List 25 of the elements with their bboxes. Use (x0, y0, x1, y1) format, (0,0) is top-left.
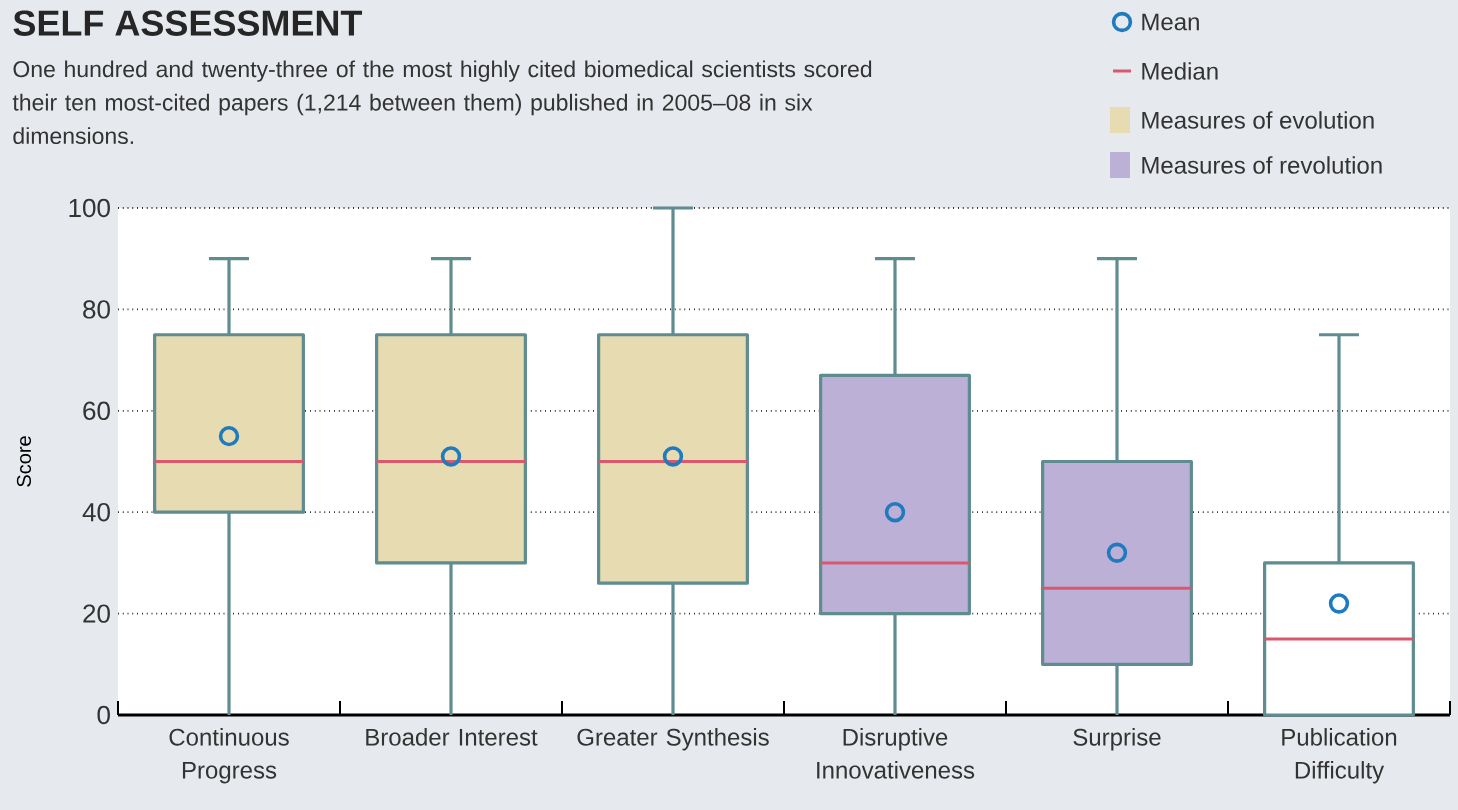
legend-label: Measures of revolution (1142, 156, 1382, 174)
y-tick-label: 60 (83, 401, 110, 420)
y-tick-label: 40 (82, 502, 110, 522)
text: Median (1142, 62, 1218, 80)
point (1328, 593, 1350, 614)
chart-subtitle: One hundred and twenty-three of the most highly cited biomedical scientists scored their ten most-cited papers (1,214 between them) published in 2005–08 in six dimensions. (12, 60, 872, 145)
point (884, 502, 906, 523)
point (440, 446, 462, 467)
point (1106, 542, 1128, 563)
point (662, 446, 684, 467)
y-tick-label: 0 (97, 705, 110, 725)
chart-title: SELF ASSESSMENT (13, 10, 363, 36)
legend-label: Mean (1142, 13, 1199, 31)
y-tick-label: 80 (83, 300, 110, 319)
legend-label: Measures of evolution (1142, 111, 1374, 129)
x-tick-label: Surprise (1073, 728, 1161, 751)
x-tick-label: Publication Difficulty (1282, 728, 1397, 784)
point (218, 425, 240, 447)
y-tick-label: 20 (83, 604, 110, 623)
x-tick-label: Disruptive Innovativeness (817, 728, 975, 779)
x-tick-label: Greater Synthesis (577, 728, 769, 751)
x-tick-label: Broader Interest (366, 728, 538, 746)
y-tick-label: 100 (69, 198, 110, 218)
y-axis-title: Score (16, 436, 32, 487)
x-tick-label: Continuous Progress (169, 728, 289, 784)
